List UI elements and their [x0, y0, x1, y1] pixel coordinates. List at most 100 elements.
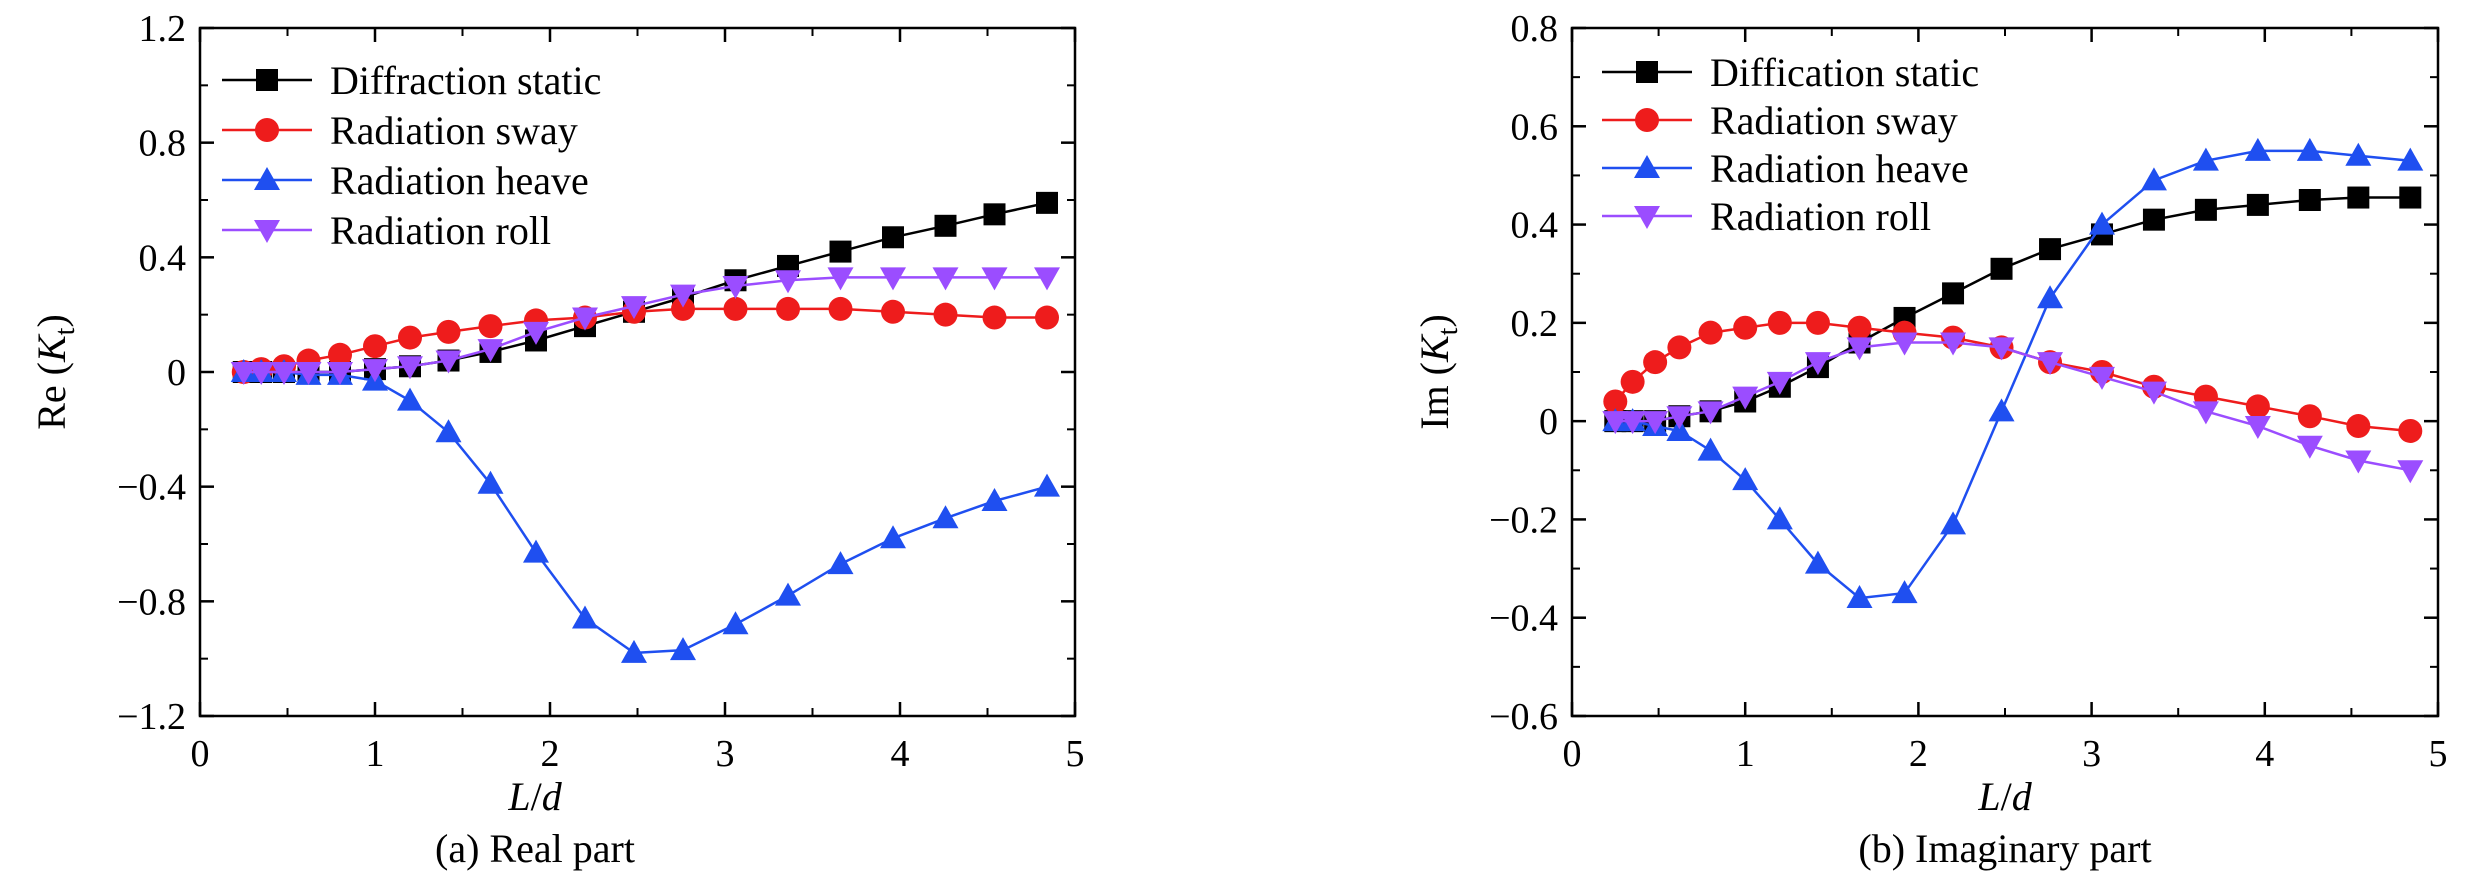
data-point	[1942, 282, 1965, 305]
data-point	[363, 334, 387, 359]
data-point	[932, 267, 959, 291]
data-point	[1988, 337, 2015, 361]
data-point	[572, 605, 598, 629]
x-tick-label: 5	[1066, 733, 1085, 775]
data-point	[572, 307, 598, 331]
data-point	[1732, 467, 1759, 491]
data-point	[2037, 285, 2064, 309]
data-point	[880, 267, 906, 291]
y-tick-label: −1.2	[117, 696, 186, 738]
panel-real-part: 0 1 2 3 4 5 −1.2 −0.8 −0.4 0 0.4 0.8 1.2 Diffraction …	[29, 8, 1085, 871]
data-point	[2192, 401, 2219, 425]
legend-label: Diffraction static	[330, 58, 601, 103]
x-tick-label: 0	[191, 733, 210, 775]
data-point	[435, 419, 462, 443]
data-point	[1034, 267, 1060, 291]
legend-label: Radiation sway	[330, 108, 578, 153]
data-point	[1847, 315, 1872, 340]
y-tick-label: −0.4	[1489, 598, 1558, 640]
y-tick-label: 0.4	[1511, 205, 1559, 247]
legend-item: Diffication static	[1602, 50, 1979, 95]
data-point	[1988, 398, 2015, 422]
data-point	[827, 267, 854, 291]
data-point	[1804, 352, 1831, 376]
data-point	[776, 296, 800, 321]
data-point	[230, 362, 257, 385]
y-tick-label: 0.8	[1511, 8, 1559, 50]
data-point	[829, 240, 852, 263]
data-point	[362, 359, 388, 383]
data-point	[880, 525, 906, 549]
series-radiation-sway	[1603, 310, 2423, 443]
data-point	[435, 350, 462, 374]
data-point	[2244, 137, 2271, 161]
data-point	[2397, 147, 2424, 171]
data-point	[2298, 189, 2321, 211]
legend-item: Diffraction static	[222, 58, 601, 103]
series-line	[243, 276, 1047, 374]
legend-marker	[256, 69, 278, 91]
y-axis-title: Re (Kt)	[29, 314, 81, 430]
data-point	[397, 356, 423, 380]
data-point	[933, 302, 958, 327]
y-tick-label: −0.2	[1489, 499, 1558, 541]
data-point	[2345, 450, 2372, 474]
data-point	[1697, 437, 1724, 461]
data-point	[1805, 310, 1830, 335]
data-point	[775, 582, 801, 606]
data-point	[1642, 411, 1669, 435]
x-tick-label: 3	[2082, 733, 2101, 775]
legend-label: Radiation heave	[330, 158, 589, 203]
data-point	[1698, 320, 1723, 345]
data-point	[2244, 416, 2271, 440]
legend-item: Radiation heave	[1602, 146, 1969, 191]
x-tick-label: 3	[716, 733, 735, 775]
data-point	[2397, 460, 2424, 484]
data-point	[478, 314, 503, 339]
data-point	[2296, 137, 2323, 161]
y-tick-label: −0.8	[117, 581, 186, 623]
x-tick-label: 4	[891, 733, 910, 775]
x-axis-title: L/d	[1977, 774, 2032, 819]
data-point	[2037, 352, 2064, 376]
legend-marker	[1634, 155, 1660, 178]
legend-marker	[1635, 108, 1659, 132]
legend-marker	[254, 167, 280, 190]
legend: Diffraction static Radiation sway Radiatio…	[222, 58, 601, 253]
data-point	[982, 305, 1007, 330]
data-point	[2398, 418, 2423, 443]
data-point	[1732, 386, 1759, 410]
legend-label: Radiation roll	[1710, 194, 1931, 239]
data-point	[1891, 332, 1918, 356]
data-point	[1602, 411, 1629, 435]
x-tick-label: 1	[1736, 733, 1755, 775]
data-point	[1619, 411, 1646, 435]
data-point	[2346, 414, 2371, 439]
data-point	[523, 539, 549, 563]
data-point	[1035, 305, 1059, 330]
legend-label: Radiation heave	[1710, 146, 1969, 191]
y-tick-label: −0.6	[1489, 696, 1558, 738]
series-line	[243, 370, 1048, 655]
data-point	[1804, 550, 1831, 574]
data-point	[2297, 404, 2322, 429]
data-point	[2142, 208, 2165, 231]
data-point	[477, 339, 504, 363]
data-point	[2245, 394, 2270, 419]
data-point	[1666, 417, 1693, 441]
legend-item: Radiation sway	[222, 108, 578, 153]
data-point	[671, 296, 695, 321]
data-point	[2140, 167, 2167, 191]
data-point	[2088, 366, 2115, 390]
x-tick-label: 1	[366, 733, 385, 775]
data-point	[2345, 142, 2372, 166]
data-point	[775, 270, 801, 294]
y-tick-label: 0.4	[139, 237, 187, 279]
data-point	[1666, 406, 1693, 430]
data-point	[1767, 310, 1792, 335]
data-point	[981, 488, 1008, 511]
data-point	[1846, 337, 1873, 361]
data-point	[1643, 350, 1668, 375]
data-point	[621, 639, 647, 663]
